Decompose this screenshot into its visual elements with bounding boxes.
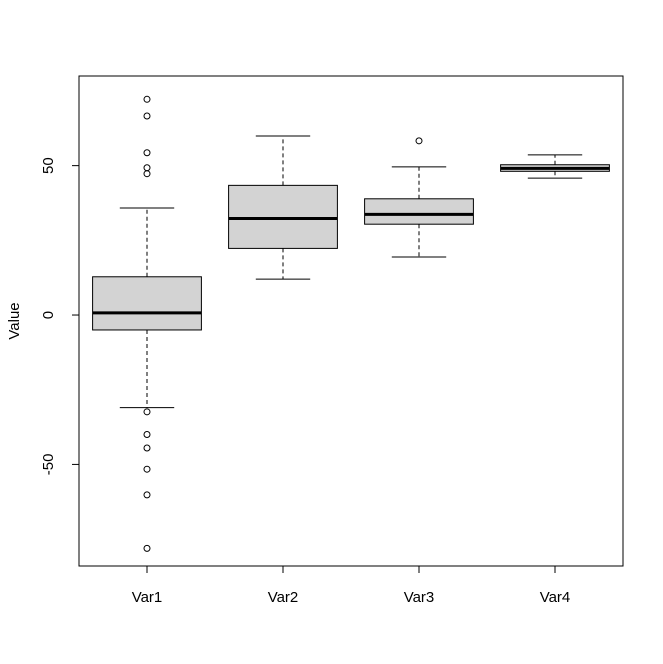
y-tick-label: 50 [40,157,57,174]
outlier-point [143,164,151,172]
box-var1 [92,95,202,552]
y-axis: -50 0 50 [40,157,80,476]
outlier-point [143,544,151,552]
outlier-point [143,112,151,120]
box-var3 [364,137,474,258]
outlier-point [143,149,151,157]
box-iqr [228,184,338,249]
outlier-point [143,408,151,416]
boxes-layer [92,95,610,552]
outlier-point [415,137,423,145]
outlier-point [143,444,151,452]
y-tick-label: -50 [40,454,57,476]
x-tick-label: Var2 [268,589,299,606]
x-axis: Var1 Var2 Var3 Var4 [132,565,571,606]
outlier-point [143,431,151,439]
box-iqr [92,276,202,331]
x-tick-label: Var3 [404,589,435,606]
x-tick-label: Var1 [132,589,163,606]
y-axis-title: Value [6,302,23,339]
box-var2 [228,135,338,280]
y-tick-label: 0 [40,311,57,319]
box-iqr [364,198,474,225]
outlier-point [143,95,151,103]
outlier-point [143,170,151,178]
x-tick-label: Var4 [540,589,571,606]
box-var4 [500,154,610,179]
outlier-point [143,465,151,473]
outlier-point [143,491,151,499]
